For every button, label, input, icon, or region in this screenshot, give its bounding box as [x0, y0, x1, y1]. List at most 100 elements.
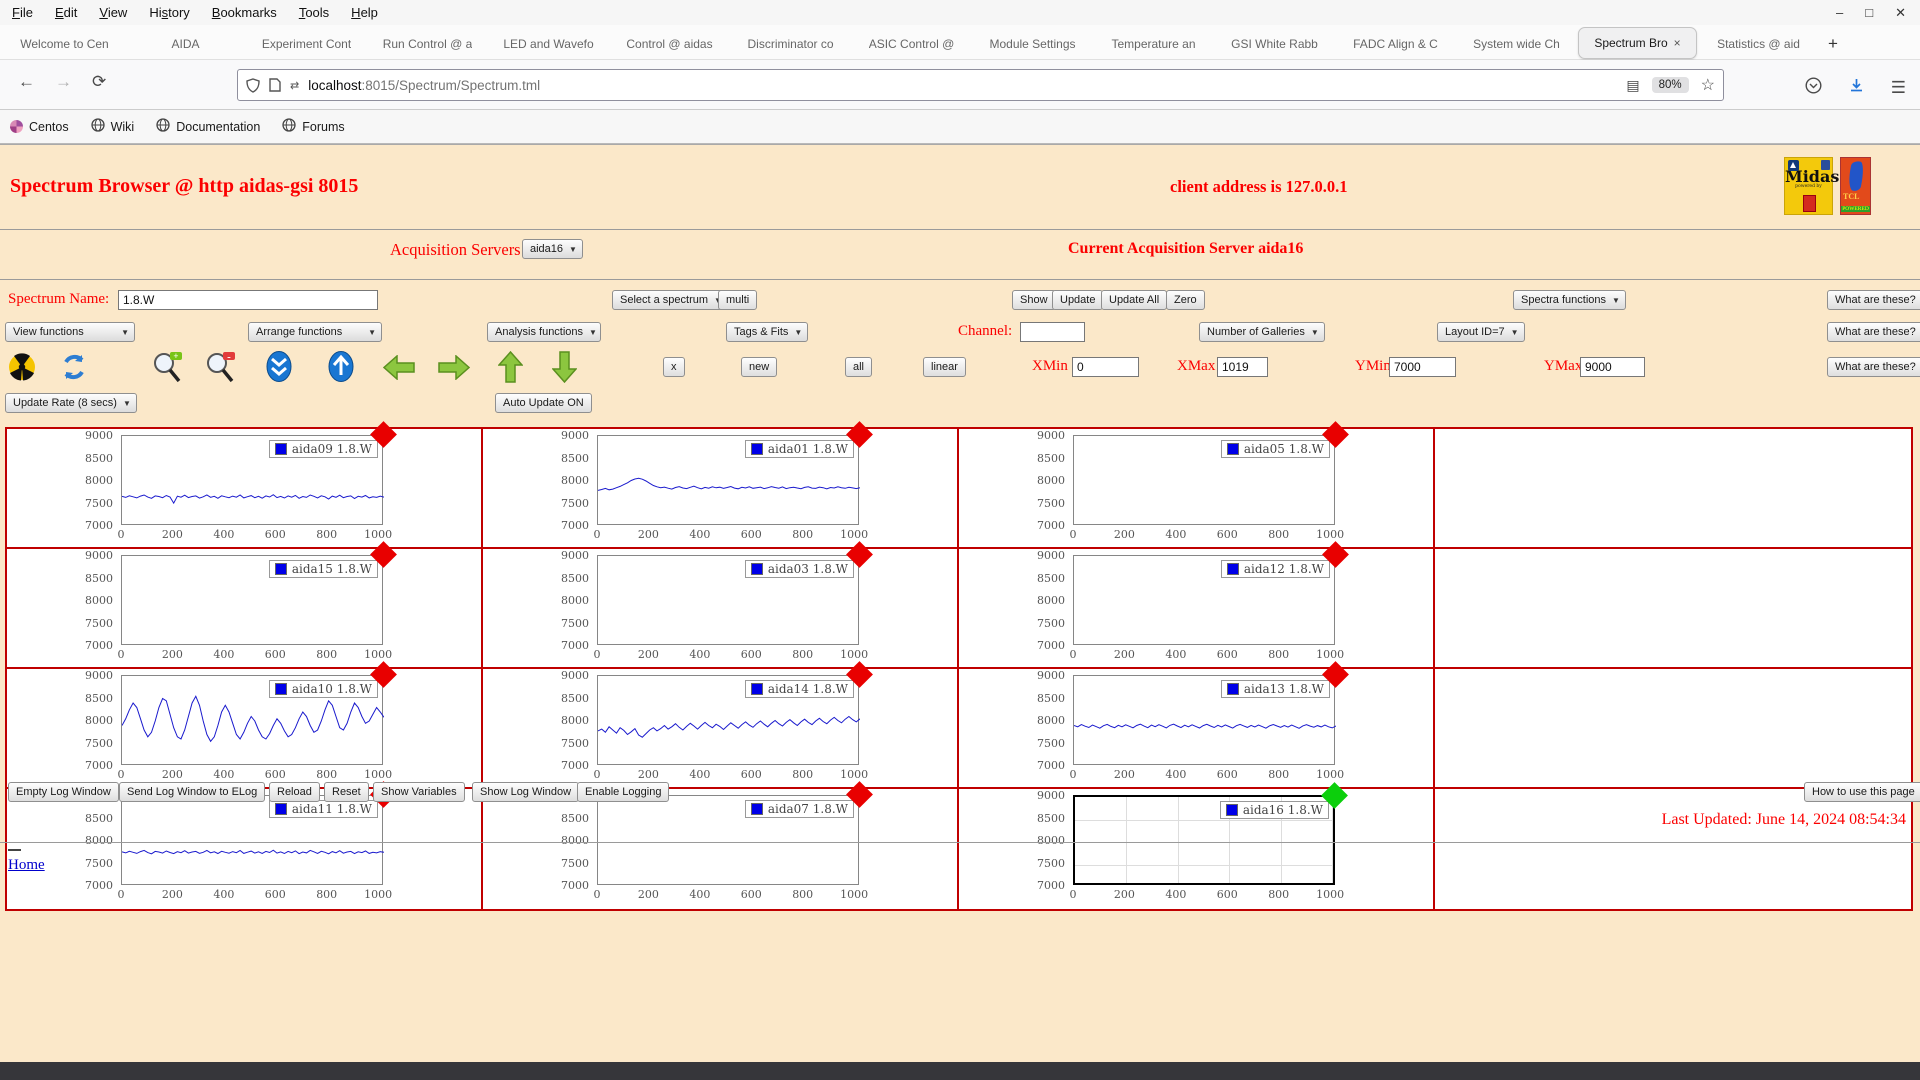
- tab-gsi-white-rabb[interactable]: GSI White Rabb: [1215, 29, 1334, 59]
- url-bar[interactable]: ⇄ localhost:8015/Spectrum/Spectrum.tml ▤…: [237, 69, 1724, 101]
- back-icon[interactable]: ←: [18, 72, 35, 92]
- show-button[interactable]: Show: [1012, 290, 1056, 310]
- bookmark-documentation[interactable]: Documentation: [156, 118, 260, 135]
- what-are-these-button-3[interactable]: What are these?: [1827, 357, 1920, 377]
- download-icon[interactable]: [1848, 77, 1865, 99]
- ymin-input[interactable]: [1389, 357, 1456, 377]
- tab-control-aidas[interactable]: Control @ aidas: [610, 29, 729, 59]
- x-button[interactable]: x: [663, 357, 685, 377]
- arrow-right-icon[interactable]: [438, 355, 470, 380]
- reset-button[interactable]: Reset: [324, 782, 369, 802]
- analysis-functions-dropdown[interactable]: Analysis functions▼: [487, 322, 601, 342]
- plot-aida14[interactable]: aida14 1.8.W: [597, 675, 859, 765]
- gallery-cell-aida07[interactable]: 9000850080007500700002004006008001000aid…: [483, 789, 959, 909]
- multi-button[interactable]: multi: [718, 290, 757, 310]
- plot-aida16[interactable]: aida16 1.8.W: [1073, 795, 1335, 885]
- pocket-icon[interactable]: [1805, 77, 1822, 99]
- gallery-cell-aida16[interactable]: 9000850080007500700002004006008001000aid…: [959, 789, 1435, 909]
- arrow-up-icon[interactable]: [498, 351, 523, 383]
- show-log-window-button[interactable]: Show Log Window: [472, 782, 579, 802]
- auto-update-button[interactable]: Auto Update ON: [495, 393, 592, 413]
- bookmark-wiki[interactable]: Wiki: [91, 118, 135, 135]
- tab-aida[interactable]: AIDA: [126, 29, 245, 59]
- tab-system-wide-ch[interactable]: System wide Ch: [1457, 29, 1576, 59]
- close-icon[interactable]: ✕: [1895, 5, 1906, 21]
- spectrum-name-input[interactable]: [118, 290, 378, 310]
- enable-logging-button[interactable]: Enable Logging: [577, 782, 669, 802]
- tab-module-settings[interactable]: Module Settings: [973, 29, 1092, 59]
- scroll-up-icon[interactable]: [328, 351, 354, 382]
- spectra-functions-dropdown[interactable]: Spectra functions▼: [1513, 290, 1626, 310]
- plot-aida10[interactable]: aida10 1.8.W: [121, 675, 383, 765]
- gallery-cell-aida03[interactable]: 9000850080007500700002004006008001000aid…: [483, 549, 959, 669]
- tags-fits-dropdown[interactable]: Tags & Fits▼: [726, 322, 808, 342]
- new-button[interactable]: new: [741, 357, 777, 377]
- xmax-input[interactable]: [1217, 357, 1268, 377]
- shield-icon[interactable]: [246, 78, 260, 93]
- gallery-cell-aida11[interactable]: 9000850080007500700002004006008001000aid…: [7, 789, 483, 909]
- gallery-cell-aida01[interactable]: 9000850080007500700002004006008001000aid…: [483, 429, 959, 549]
- gallery-cell-aida14[interactable]: 9000850080007500700002004006008001000aid…: [483, 669, 959, 789]
- select-spectrum-dropdown[interactable]: Select a spectrum▼: [612, 290, 728, 310]
- what-are-these-button-1[interactable]: What are these?: [1827, 290, 1920, 310]
- tab-welcome-to-cen[interactable]: Welcome to Cen: [5, 29, 124, 59]
- number-of-galleries-dropdown[interactable]: Number of Galleries▼: [1199, 322, 1325, 342]
- how-to-use-button[interactable]: How to use this page: [1804, 782, 1920, 802]
- tab-statistics-aid[interactable]: Statistics @ aid: [1699, 29, 1818, 59]
- zoom-level-badge[interactable]: 80%: [1652, 77, 1689, 93]
- menu-file[interactable]: File: [12, 5, 33, 20]
- minimize-icon[interactable]: –: [1836, 5, 1843, 20]
- plot-aida15[interactable]: aida15 1.8.W: [121, 555, 383, 645]
- plot-aida11[interactable]: aida11 1.8.W: [121, 795, 383, 885]
- connection-icon[interactable]: ⇄: [290, 79, 299, 92]
- bookmark-centos[interactable]: Centos: [10, 120, 69, 134]
- tab-discriminator-co[interactable]: Discriminator co: [731, 29, 850, 59]
- arrow-left-icon[interactable]: [383, 355, 415, 380]
- bookmark-forums[interactable]: Forums: [282, 118, 344, 135]
- arrange-functions-dropdown[interactable]: Arrange functions▼: [248, 322, 382, 342]
- menu-tools[interactable]: Tools: [299, 5, 329, 20]
- show-variables-button[interactable]: Show Variables: [373, 782, 465, 802]
- reload-icon[interactable]: ⟳: [92, 72, 106, 92]
- channel-input[interactable]: [1020, 322, 1085, 342]
- gallery-cell-aida10[interactable]: 9000850080007500700002004006008001000aid…: [7, 669, 483, 789]
- plot-aida05[interactable]: aida05 1.8.W: [1073, 435, 1335, 525]
- hamburger-menu-icon[interactable]: ☰: [1891, 78, 1906, 98]
- forward-icon[interactable]: →: [55, 72, 72, 92]
- gallery-cell-aida05[interactable]: 9000850080007500700002004006008001000aid…: [959, 429, 1435, 549]
- gallery-cell-aida09[interactable]: 9000850080007500700002004006008001000aid…: [7, 429, 483, 549]
- scroll-down-icon[interactable]: [266, 351, 292, 382]
- gallery-cell-aida15[interactable]: 9000850080007500700002004006008001000aid…: [7, 549, 483, 669]
- acquisition-server-select[interactable]: aida16▼: [522, 239, 583, 259]
- empty-log-window-button[interactable]: Empty Log Window: [8, 782, 119, 802]
- plot-aida07[interactable]: aida07 1.8.W: [597, 795, 859, 885]
- zoom-in-icon[interactable]: +: [150, 351, 184, 383]
- send-log-window-to-elog-button[interactable]: Send Log Window to ELog: [119, 782, 265, 802]
- reader-mode-icon[interactable]: ▤: [1626, 77, 1639, 94]
- arrow-down-icon[interactable]: [552, 351, 577, 383]
- ymax-input[interactable]: [1580, 357, 1645, 377]
- tab-temperature-an[interactable]: Temperature an: [1094, 29, 1213, 59]
- gallery-cell-aida12[interactable]: 9000850080007500700002004006008001000aid…: [959, 549, 1435, 669]
- update-button[interactable]: Update: [1052, 290, 1103, 310]
- tab-asic-control-[interactable]: ASIC Control @: [852, 29, 971, 59]
- plot-aida01[interactable]: aida01 1.8.W: [597, 435, 859, 525]
- maximize-icon[interactable]: □: [1865, 5, 1873, 20]
- plot-aida13[interactable]: aida13 1.8.W: [1073, 675, 1335, 765]
- new-tab-button[interactable]: +: [1819, 29, 1847, 59]
- page-info-icon[interactable]: [269, 78, 281, 92]
- tab-close-icon[interactable]: ×: [1674, 36, 1681, 50]
- gallery-cell-aida13[interactable]: 9000850080007500700002004006008001000aid…: [959, 669, 1435, 789]
- menu-bookmarks[interactable]: Bookmarks: [212, 5, 277, 20]
- tab-fadc-align-c[interactable]: FADC Align & C: [1336, 29, 1455, 59]
- update-all-button[interactable]: Update All: [1101, 290, 1167, 310]
- menu-history[interactable]: History: [149, 5, 189, 20]
- plot-aida03[interactable]: aida03 1.8.W: [597, 555, 859, 645]
- view-functions-dropdown[interactable]: View functions▼: [5, 322, 135, 342]
- tab-experiment-cont[interactable]: Experiment Cont: [247, 29, 366, 59]
- zoom-out-icon[interactable]: -: [203, 351, 237, 383]
- reload-button[interactable]: Reload: [269, 782, 320, 802]
- bookmark-star-icon[interactable]: ☆: [1701, 75, 1715, 95]
- menu-help[interactable]: Help: [351, 5, 378, 20]
- plot-aida09[interactable]: aida09 1.8.W: [121, 435, 383, 525]
